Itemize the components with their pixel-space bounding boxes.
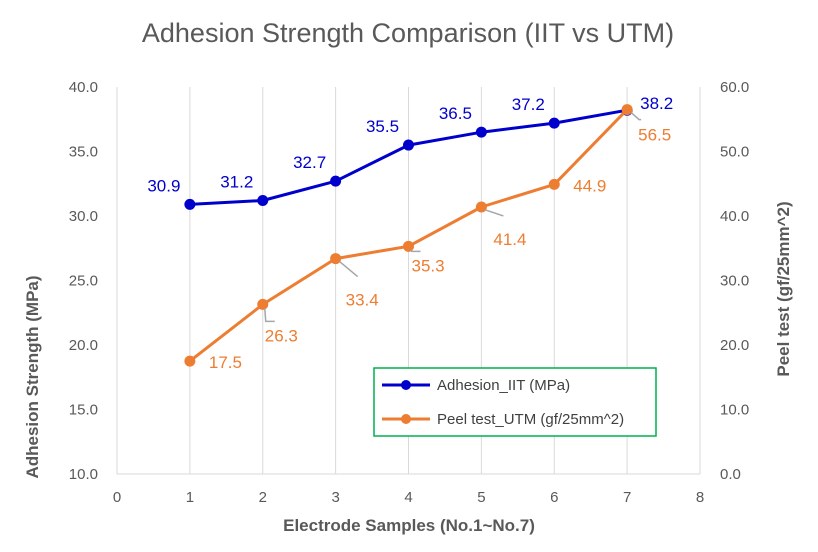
y2-tick-label: 40.0 bbox=[720, 208, 749, 225]
data-label: 56.5 bbox=[638, 126, 671, 145]
data-point bbox=[403, 240, 414, 252]
y2-axis-title: Peel test (gf/25mm^2) bbox=[774, 201, 793, 376]
x-tick-label: 6 bbox=[550, 489, 558, 506]
leader-line bbox=[339, 260, 359, 278]
data-point bbox=[548, 117, 560, 129]
data-point bbox=[257, 298, 269, 310]
leader-line bbox=[485, 209, 504, 217]
data-label: 26.3 bbox=[265, 326, 298, 345]
y-axis-title: Adhesion Strength (MPa) bbox=[23, 275, 42, 478]
grid bbox=[116, 87, 701, 475]
data-point bbox=[548, 178, 560, 190]
data-label: 30.9 bbox=[147, 176, 180, 195]
legend-label-utm: Peel test_UTM (gf/25mm^2) bbox=[437, 411, 624, 428]
legend: Adhesion_IIT (MPa) Peel test_UTM (gf/25m… bbox=[373, 367, 657, 437]
x-axis-title: Electrode Samples (No.1~No.7) bbox=[283, 516, 535, 535]
data-label: 37.2 bbox=[512, 95, 545, 114]
data-point bbox=[475, 201, 487, 213]
y-tick-label: 15.0 bbox=[69, 402, 98, 419]
data-label: 32.7 bbox=[293, 153, 326, 172]
data-label: 44.9 bbox=[573, 176, 606, 195]
y-tick-labels: 10.0 15.0 20.0 25.0 30.0 35.0 40.0 bbox=[69, 79, 98, 483]
y2-tick-label: 10.0 bbox=[720, 402, 749, 419]
legend-box bbox=[373, 367, 657, 437]
chart-title: Adhesion Strength Comparison (IIT vs UTM… bbox=[142, 18, 674, 48]
data-point bbox=[184, 198, 196, 210]
y2-tick-label: 20.0 bbox=[720, 337, 749, 354]
x-tick-label: 8 bbox=[696, 489, 704, 506]
y2-tick-label: 60.0 bbox=[720, 79, 749, 96]
x-tick-label: 0 bbox=[113, 489, 121, 506]
x-tick-labels: 0 1 2 3 4 5 6 7 8 bbox=[113, 489, 704, 506]
y-tick-label: 35.0 bbox=[69, 144, 98, 161]
data-point bbox=[621, 104, 633, 116]
series-layer bbox=[184, 104, 633, 367]
y2-tick-label: 50.0 bbox=[720, 144, 749, 161]
data-point bbox=[257, 195, 269, 207]
y-tick-label: 25.0 bbox=[69, 273, 98, 290]
data-label: 33.4 bbox=[346, 291, 379, 310]
data-label: 17.5 bbox=[209, 353, 242, 372]
leader-line bbox=[409, 249, 421, 253]
y-tick-label: 40.0 bbox=[69, 79, 98, 96]
x-tick-label: 2 bbox=[259, 489, 267, 506]
data-labels: 30.9 31.2 32.7 35.5 36.5 37.2 38.2 17.5 26.3 33.4… bbox=[147, 94, 673, 372]
y-tick-label: 10.0 bbox=[69, 466, 98, 483]
data-label: 41.4 bbox=[493, 230, 526, 249]
x-tick-label: 4 bbox=[404, 489, 412, 506]
data-label: 35.3 bbox=[412, 256, 445, 275]
y2-tick-labels: 0.0 10.0 20.0 30.0 40.0 50.0 60.0 bbox=[720, 79, 749, 483]
y2-tick-label: 0.0 bbox=[720, 466, 741, 483]
data-point bbox=[330, 253, 342, 265]
y-tick-label: 20.0 bbox=[69, 337, 98, 354]
legend-marker-iit bbox=[401, 380, 411, 390]
x-tick-label: 5 bbox=[477, 489, 485, 506]
data-point bbox=[184, 355, 196, 367]
leader-line bbox=[264, 308, 275, 323]
data-point bbox=[330, 175, 342, 187]
legend-marker-utm bbox=[401, 414, 411, 424]
data-point bbox=[403, 139, 414, 151]
y-tick-label: 30.0 bbox=[69, 208, 98, 225]
data-label: 31.2 bbox=[220, 173, 253, 192]
y2-tick-label: 30.0 bbox=[720, 273, 749, 290]
leader-line bbox=[630, 112, 642, 121]
legend-label-iit: Adhesion_IIT (MPa) bbox=[437, 377, 570, 394]
data-point bbox=[475, 126, 487, 138]
data-label: 36.5 bbox=[439, 104, 472, 123]
x-tick-label: 1 bbox=[186, 489, 194, 506]
data-label: 35.5 bbox=[366, 117, 399, 136]
x-tick-label: 3 bbox=[331, 489, 339, 506]
data-label: 38.2 bbox=[640, 94, 673, 113]
x-tick-label: 7 bbox=[623, 489, 631, 506]
